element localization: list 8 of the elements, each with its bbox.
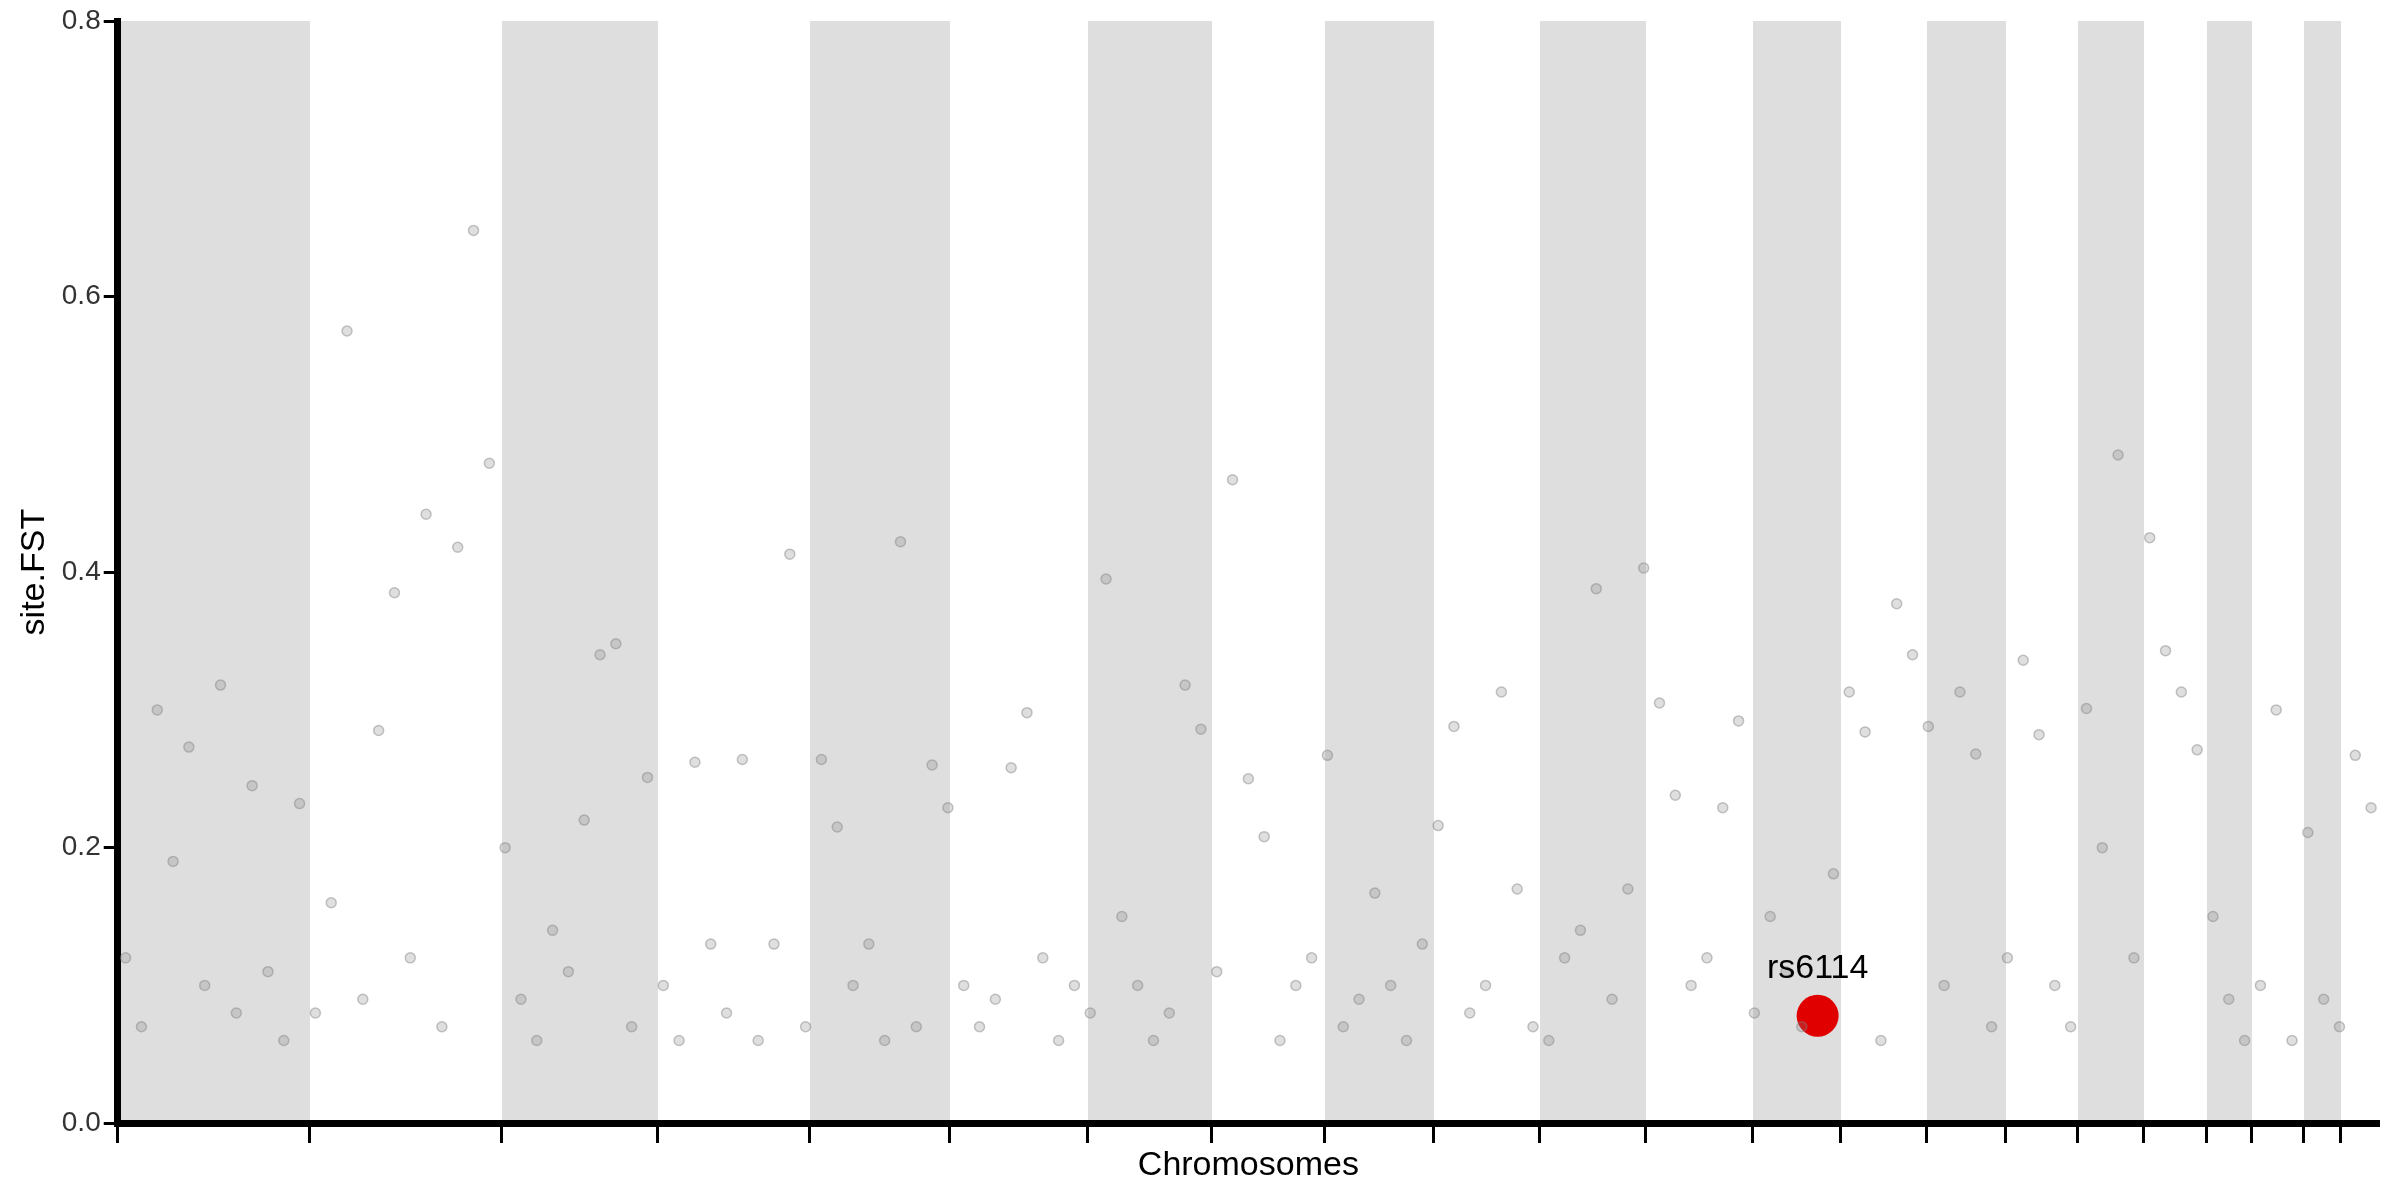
y-tick-label: 0.2	[61, 830, 101, 862]
y-tick-label: 0.6	[61, 279, 101, 311]
y-tick-label: 0.0	[61, 1105, 101, 1137]
annotation: rs6114	[1766, 947, 1869, 986]
y-tick-label: 0.8	[61, 3, 101, 35]
x-axis-title: Chromosomes	[1137, 1143, 1359, 1182]
y-axis-title: site.FST	[12, 508, 51, 636]
y-tick-label: 0.4	[61, 554, 101, 586]
